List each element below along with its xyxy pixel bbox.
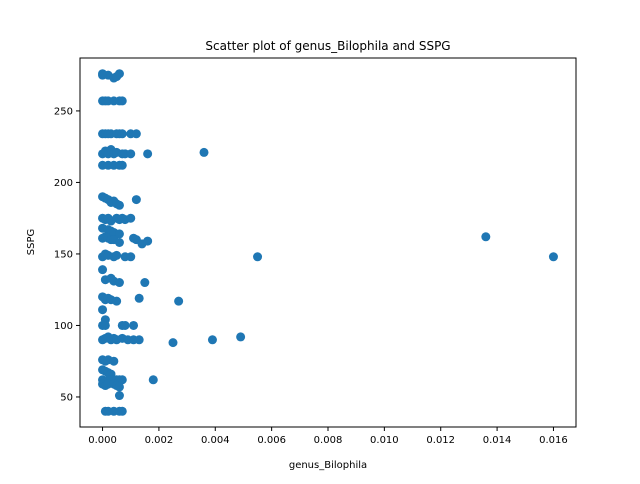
data-point <box>207 335 217 345</box>
x-tick-label: 0.002 <box>145 435 174 446</box>
x-tick-label: 0.004 <box>201 435 230 446</box>
y-tick-label: 100 <box>54 321 73 332</box>
data-point <box>134 293 144 303</box>
data-point <box>109 356 119 366</box>
x-tick-label: 0.014 <box>483 435 512 446</box>
y-axis-label: SSPG <box>26 229 37 255</box>
data-point <box>253 252 263 262</box>
data-point <box>129 320 139 330</box>
data-point <box>114 278 124 288</box>
data-point <box>236 332 246 342</box>
data-point <box>112 250 122 260</box>
data-point <box>199 147 209 157</box>
data-point <box>112 296 122 306</box>
data-point <box>140 278 150 288</box>
x-tick-label: 0.010 <box>370 435 399 446</box>
data-point <box>548 252 558 262</box>
data-point <box>148 375 158 385</box>
data-point <box>131 129 141 139</box>
x-tick-label: 0.000 <box>88 435 117 446</box>
data-point <box>126 149 136 159</box>
data-point <box>120 320 130 330</box>
y-tick-label: 150 <box>54 249 73 260</box>
data-point <box>126 252 136 262</box>
data-point <box>117 406 127 416</box>
points-layer <box>98 69 558 416</box>
data-point <box>168 338 178 348</box>
x-tick-label: 0.012 <box>426 435 455 446</box>
data-point <box>114 382 124 392</box>
data-point <box>143 149 153 159</box>
data-point <box>114 391 124 401</box>
y-tick-label: 250 <box>54 106 73 117</box>
data-point <box>143 236 153 246</box>
data-point <box>114 69 124 79</box>
x-axis-ticks: 0.000 0.002 0.004 0.006 0.008 0.010 0.012 0.014… <box>88 427 568 446</box>
chart-title: Scatter plot of genus_Bilophila and SSPG <box>205 39 450 53</box>
x-axis-label: genus_Bilophila <box>289 460 367 471</box>
x-tick-label: 0.006 <box>257 435 286 446</box>
data-point <box>117 129 127 139</box>
data-point <box>126 213 136 223</box>
data-point <box>131 195 141 205</box>
data-point <box>117 96 127 106</box>
data-point <box>114 229 124 239</box>
data-point <box>100 320 110 330</box>
data-point <box>98 305 108 315</box>
data-point <box>98 265 108 275</box>
data-point <box>117 375 127 385</box>
y-axis-ticks: 50 100 150 200 250 <box>54 106 80 403</box>
data-point <box>481 232 491 242</box>
x-tick-label: 0.016 <box>539 435 568 446</box>
data-point <box>98 69 108 79</box>
data-point <box>117 160 127 170</box>
data-point <box>174 296 184 306</box>
data-point <box>134 335 144 345</box>
y-tick-label: 200 <box>54 178 73 189</box>
y-tick-label: 50 <box>60 392 73 403</box>
data-point <box>114 238 124 247</box>
data-point <box>114 200 124 210</box>
x-tick-label: 0.008 <box>314 435 343 446</box>
